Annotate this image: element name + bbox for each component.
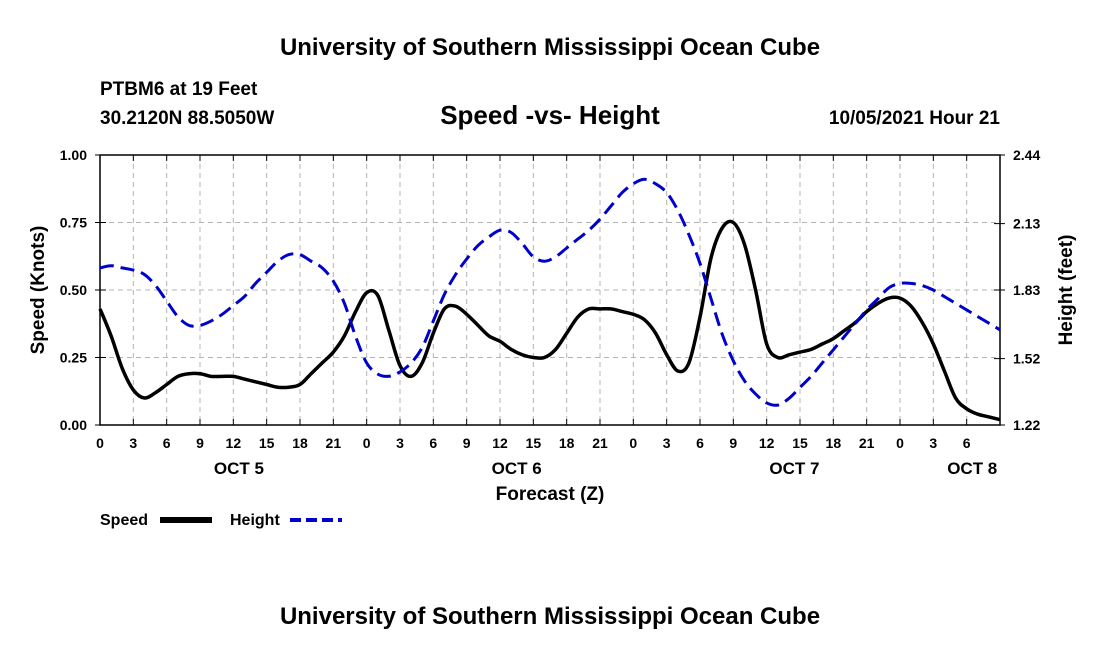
date-label: OCT 8 xyxy=(947,459,997,478)
x-tick-label: 6 xyxy=(163,435,171,451)
x-tick-label: 18 xyxy=(826,435,842,451)
x-tick-label: 21 xyxy=(592,435,608,451)
y-tick-label: 0.50 xyxy=(60,282,87,298)
x-tick-label: 15 xyxy=(792,435,808,451)
y2-tick-label: 2.44 xyxy=(1013,147,1040,163)
x-tick-label: 9 xyxy=(729,435,737,451)
chart-title: Speed -vs- Height xyxy=(440,100,660,130)
y2-tick-label: 2.13 xyxy=(1013,216,1040,232)
coordinates-label: 30.2120N 88.5050W xyxy=(100,108,274,129)
x-tick-label: 9 xyxy=(196,435,204,451)
x-tick-label: 21 xyxy=(326,435,342,451)
date-label: OCT 5 xyxy=(214,459,264,478)
x-tick-label: 12 xyxy=(759,435,775,451)
x-tick-label: 3 xyxy=(929,435,937,451)
series-lines xyxy=(98,177,1001,422)
x-tick-label: 18 xyxy=(292,435,308,451)
x-tick-label: 6 xyxy=(696,435,704,451)
grid xyxy=(100,155,1000,425)
date-label: OCT 7 xyxy=(769,459,819,478)
axis-ticks: 0 3 6 9 12 15 18 21 0 3 6 9 12 15 18 21 0 3 6 9 12 15 18 21 0 3 6 0… xyxy=(60,147,1041,478)
x-tick-label: 0 xyxy=(96,435,104,451)
y2-axis-label: Height (feet) xyxy=(1056,235,1077,346)
x-tick-label: 3 xyxy=(396,435,404,451)
y-tick-label: 1.00 xyxy=(60,147,87,163)
x-tick-label: 21 xyxy=(859,435,875,451)
x-tick-label: 3 xyxy=(129,435,137,451)
x-tick-label: 15 xyxy=(259,435,275,451)
date-label: OCT 6 xyxy=(492,459,542,478)
legend-height-label: Height xyxy=(230,512,280,529)
speed-series-line xyxy=(98,219,1001,422)
x-tick-label: 0 xyxy=(629,435,637,451)
y-tick-label: 0.25 xyxy=(60,350,87,366)
datetime-label: 10/05/2021 Hour 21 xyxy=(829,108,1001,129)
x-tick-label: 15 xyxy=(526,435,542,451)
page-title-top: University of Southern Mississippi Ocean… xyxy=(280,34,820,61)
x-tick-label: 0 xyxy=(363,435,371,451)
y2-tick-label: 1.22 xyxy=(1013,417,1040,433)
legend: Speed Height xyxy=(100,512,342,529)
x-tick-label: 0 xyxy=(896,435,904,451)
y2-tick-label: 1.83 xyxy=(1013,282,1040,298)
station-label: PTBM6 at 19 Feet xyxy=(100,79,258,100)
x-tick-label: 9 xyxy=(463,435,471,451)
y-tick-label: 0.00 xyxy=(60,417,87,433)
height-series-line xyxy=(99,177,1001,407)
x-tick-label: 6 xyxy=(429,435,437,451)
legend-speed-label: Speed xyxy=(100,512,148,529)
x-axis-label: Forecast (Z) xyxy=(496,484,605,505)
x-tick-label: 6 xyxy=(963,435,971,451)
y-axis-label: Speed (Knots) xyxy=(28,226,49,355)
x-tick-label: 3 xyxy=(663,435,671,451)
y2-tick-label: 1.52 xyxy=(1013,351,1040,367)
x-tick-label: 18 xyxy=(559,435,575,451)
x-tick-label: 12 xyxy=(226,435,242,451)
page-title-bottom: University of Southern Mississippi Ocean… xyxy=(280,603,820,630)
y-tick-label: 0.75 xyxy=(60,215,87,231)
x-tick-label: 12 xyxy=(492,435,508,451)
